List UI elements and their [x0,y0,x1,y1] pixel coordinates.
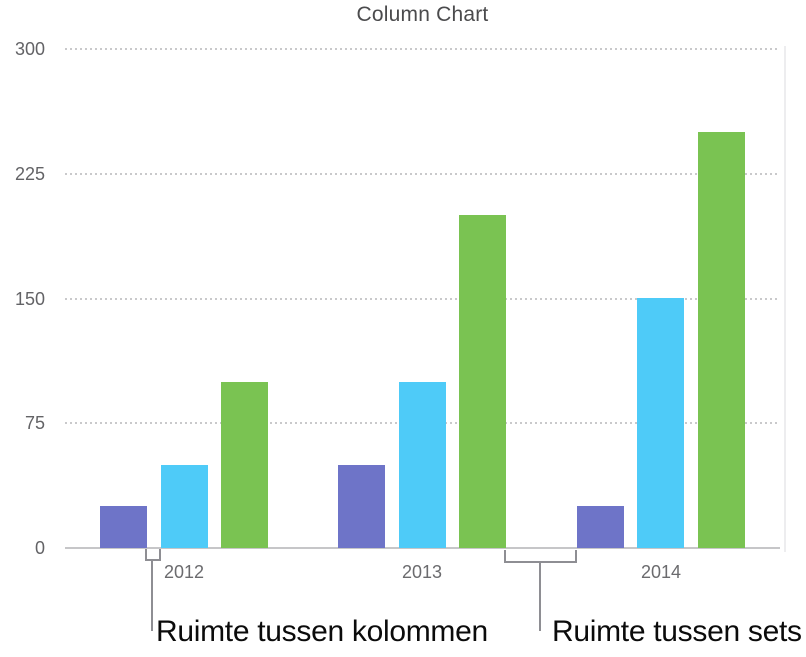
gridline-150 [65,298,780,300]
gridline-300 [65,48,780,50]
bar-blue-series-2012 [161,465,208,548]
x-axis-baseline [65,547,780,549]
bar-purple-series-2014 [577,506,624,548]
category-label-2013: 2013 [401,562,443,582]
column-gap-bracket-bar [145,559,161,561]
bar-green-series-2013 [459,215,506,548]
set-gap-bracket-right-tick [575,550,577,563]
gridline-225 [65,173,780,175]
set-gap-connector-line [539,561,541,631]
category-label-2014: 2014 [640,562,682,582]
bar-green-series-2014 [698,132,745,548]
column-gap-connector-line [151,559,153,631]
column-gap-annotation: Ruimte tussen kolommen [156,615,488,648]
set-gap-annotation: Ruimte tussen sets [552,615,802,648]
y-axis-tick-label: 75 [24,413,45,433]
y-axis-tick-label: 150 [14,289,45,309]
column-gap-bracket-left-tick [145,549,147,561]
y-axis-tick-label: 0 [34,538,45,558]
bar-blue-series-2013 [399,382,446,548]
bar-green-series-2012 [221,382,268,548]
y-axis-tick-label: 300 [14,39,45,59]
bar-blue-series-2014 [637,298,684,548]
chart-title: Column Chart [356,3,489,26]
column-gap-bracket-right-tick [159,549,161,561]
bar-purple-series-2013 [338,465,385,548]
set-gap-bracket-left-tick [504,550,506,563]
category-label-2012: 2012 [163,562,205,582]
y-axis-tick-label: 225 [14,164,45,184]
plot-right-border [784,46,786,552]
bar-purple-series-2012 [100,506,147,548]
